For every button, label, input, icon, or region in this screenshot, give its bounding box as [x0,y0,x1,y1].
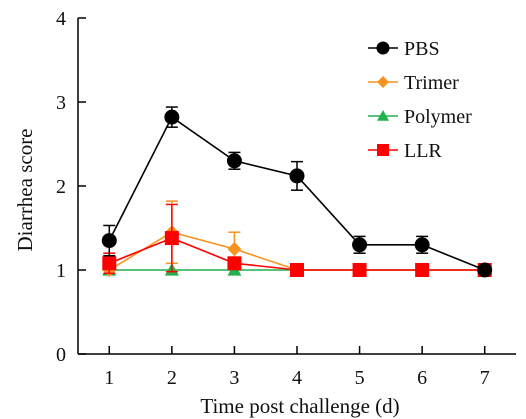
data-point [415,263,430,277]
y-tick-label: 1 [56,260,66,282]
legend-label: Trimer [404,72,459,94]
data-point [477,262,493,278]
y-tick-label: 2 [56,176,66,198]
x-tick-label: 1 [104,367,114,389]
legend-marker [377,110,389,121]
series-llr [102,203,492,277]
x-tick-label: 6 [417,367,427,389]
y-tick-label: 4 [56,8,66,30]
data-point [227,256,242,271]
data-point [102,256,117,271]
data-point [290,263,304,277]
legend-item-polymer: Polymer [368,106,472,128]
series-pbs [101,106,493,278]
legend-label: LLR [404,140,442,162]
x-tick-label: 4 [292,367,302,389]
y-axis-title: Diarrhea score [13,128,37,251]
y-tick-label: 0 [56,344,66,366]
legend-label: PBS [404,38,440,60]
legend-item-trimer: Trimer [368,72,459,94]
data-point [289,168,305,184]
data-point [414,237,430,253]
data-point [164,231,179,246]
data-point [101,233,117,249]
data-point [227,242,242,256]
data-point [352,263,367,277]
x-axis-title: Time post challenge (d) [200,394,399,418]
legend-marker [377,144,389,156]
data-point [352,237,368,253]
data-point [164,109,180,125]
legend-label: Polymer [404,106,472,128]
legend-item-llr: LLR [368,140,442,162]
x-tick-label: 5 [355,367,365,389]
legend-item-pbs: PBS [368,38,440,60]
legend-marker [376,41,390,55]
x-tick-label: 3 [229,367,239,389]
x-tick-label: 2 [167,367,177,389]
x-tick-label: 7 [480,367,490,389]
data-point [226,153,242,169]
y-tick-label: 3 [56,92,66,114]
legend-marker [377,76,389,88]
